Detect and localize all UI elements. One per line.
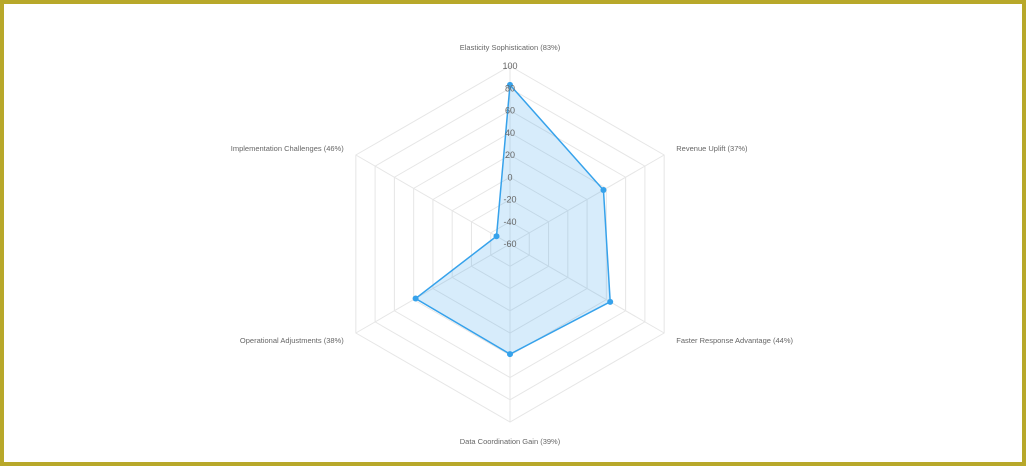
tick-label: 80 — [505, 83, 515, 93]
tick-label: 40 — [505, 128, 515, 138]
angle-line — [355, 243, 511, 334]
tick-label: 0 — [507, 172, 512, 182]
tick-label: -40 — [503, 217, 516, 227]
tick-label: 20 — [505, 150, 515, 160]
angle-line — [509, 243, 665, 334]
tick-label: 60 — [505, 106, 515, 116]
radial-tick-labels: -60 -40 -20 0 20 40 60 80 100 — [502, 61, 517, 249]
data-point[interactable] — [412, 295, 419, 302]
data-point[interactable] — [493, 233, 500, 240]
axis-label: Elasticity Sophistication (83%) — [460, 43, 561, 52]
axis-label: Implementation Challenges (46%) — [231, 144, 344, 153]
tick-label: 100 — [502, 61, 517, 71]
axis-label: Faster Response Advantage (44%) — [676, 336, 793, 345]
angle-line — [355, 154, 511, 245]
angle-line — [509, 154, 665, 245]
axis-label: Data Coordination Gain (39%) — [460, 437, 561, 446]
axis-point-labels: Elasticity Sophistication (83%) Revenue U… — [231, 43, 794, 446]
data-point[interactable] — [600, 187, 607, 194]
data-point[interactable] — [607, 298, 614, 305]
axis-label: Operational Adjustments (38%) — [240, 336, 344, 345]
data-point[interactable] — [507, 81, 513, 88]
tick-label: -60 — [503, 239, 516, 249]
radar-series — [412, 81, 614, 358]
tick-label: -20 — [503, 195, 516, 205]
data-point[interactable] — [507, 351, 513, 358]
axis-label: Revenue Uplift (37%) — [676, 144, 748, 153]
